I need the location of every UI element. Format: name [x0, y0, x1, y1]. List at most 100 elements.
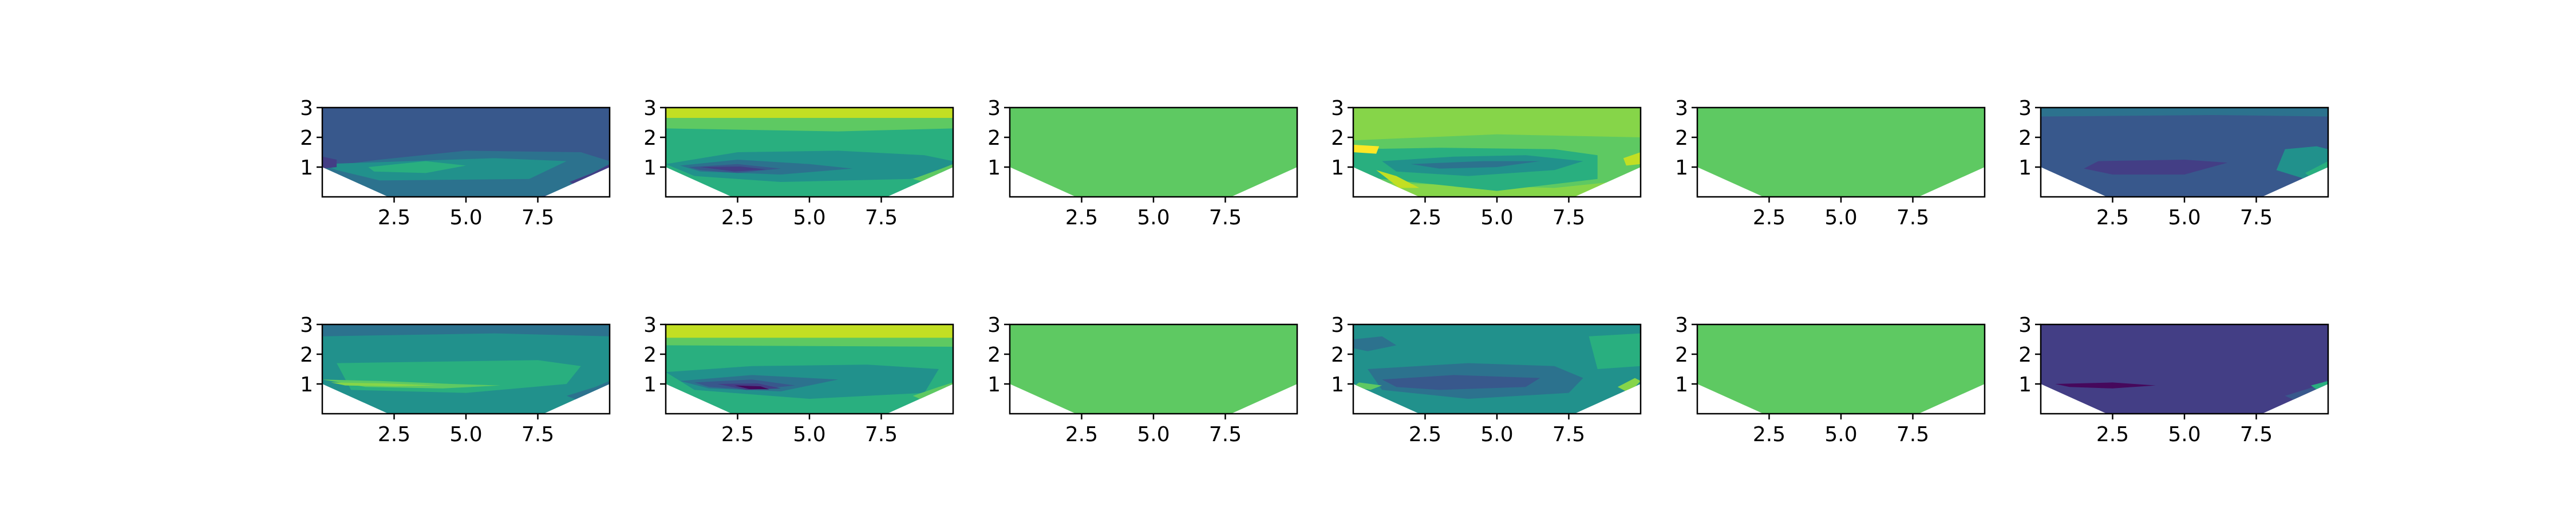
- contour-field: [322, 324, 610, 414]
- y-tick-label: 1: [987, 156, 1001, 180]
- contour-region-4: [1382, 375, 1540, 390]
- x-tick-label: 2.5: [721, 206, 754, 229]
- contour-region-7: [1376, 170, 1420, 188]
- y-tick-label: 3: [300, 97, 313, 120]
- x-tick-label: 5.0: [449, 423, 482, 446]
- y-tick-label: 2: [1331, 126, 1344, 150]
- contour-region-4: [1411, 161, 1540, 169]
- y-tick-label: 2: [2018, 343, 2032, 367]
- contour-region-1: [666, 324, 953, 338]
- contour-field: [322, 108, 610, 197]
- y-tick-label: 1: [1331, 373, 1344, 397]
- contour-region-1: [2041, 108, 2328, 117]
- contour-region-2: [2084, 160, 2228, 175]
- x-tick-label: 5.0: [793, 423, 825, 446]
- x-tick-label: 2.5: [1753, 423, 1785, 446]
- contour-field: [1697, 108, 1985, 197]
- subplot-r2-c5: 2.5 5.0 7.5 1 2 3: [1675, 314, 1986, 446]
- y-tick-label: 2: [643, 343, 657, 367]
- y-tick-label: 3: [987, 314, 1001, 337]
- y-tick-label: 2: [1675, 343, 1688, 367]
- subplot-r1-c1: 2.5 5.0 7.5 1 2 3: [300, 97, 611, 229]
- contour-region-1: [322, 324, 610, 336]
- contour-region-3: [322, 379, 501, 389]
- x-tick-label: 5.0: [1480, 206, 1513, 229]
- x-tick-label: 5.0: [1824, 423, 1857, 446]
- y-tick-label: 1: [300, 373, 313, 397]
- contour-region-4: [331, 382, 437, 387]
- contour-field: [2041, 324, 2328, 414]
- contour-region-1: [2055, 382, 2156, 389]
- x-tick-label: 7.5: [865, 206, 898, 229]
- contour-region-7: [734, 385, 769, 390]
- contour-region-2: [666, 118, 953, 132]
- y-tick-label: 2: [1331, 343, 1344, 367]
- contour-region-5: [1353, 145, 1380, 154]
- x-tick-label: 5.0: [1137, 206, 1170, 229]
- x-tick-label: 5.0: [1137, 423, 1170, 446]
- contour-region-1: [666, 108, 953, 118]
- x-tick-label: 2.5: [2096, 423, 2129, 446]
- x-tick-label: 2.5: [1065, 206, 1098, 229]
- x-tick-label: 2.5: [1065, 423, 1098, 446]
- y-tick-label: 1: [1675, 373, 1688, 397]
- x-tick-label: 7.5: [1209, 423, 1242, 446]
- contour-region-5: [322, 156, 337, 169]
- contour-level-background: [1010, 324, 1297, 414]
- x-tick-label: 7.5: [1552, 423, 1585, 446]
- contour-field: [666, 108, 953, 197]
- y-tick-label: 3: [1675, 314, 1688, 337]
- contour-region-6: [1623, 152, 1641, 166]
- subplot-r2-c4: 2.5 5.0 7.5 1 2 3: [1331, 314, 1642, 446]
- x-tick-label: 7.5: [1897, 423, 1929, 446]
- contour-region-3: [368, 161, 466, 173]
- y-tick-label: 3: [643, 314, 657, 337]
- x-tick-label: 2.5: [1409, 423, 1441, 446]
- x-tick-label: 2.5: [721, 423, 754, 446]
- y-tick-label: 2: [300, 343, 313, 367]
- y-tick-label: 1: [1675, 156, 1688, 180]
- contour-field: [1353, 108, 1641, 197]
- x-tick-label: 5.0: [2168, 423, 2200, 446]
- y-tick-label: 2: [643, 126, 657, 150]
- y-tick-label: 3: [1331, 314, 1344, 337]
- subplot-r1-c5: 2.5 5.0 7.5 1 2 3: [1675, 97, 1986, 229]
- contour-level-background: [1697, 108, 1985, 197]
- x-tick-label: 2.5: [378, 423, 410, 446]
- contour-field: [1010, 108, 1297, 197]
- x-tick-label: 5.0: [2168, 206, 2200, 229]
- subplot-r2-c6: 2.5 5.0 7.5 1 2 3: [2018, 314, 2329, 446]
- contour-region-2: [1353, 336, 1397, 351]
- subplot-r1-c6: 2.5 5.0 7.5 1 2 3: [2018, 97, 2329, 229]
- x-tick-label: 5.0: [1824, 206, 1857, 229]
- y-tick-label: 3: [1331, 97, 1344, 120]
- subplot-r1-c3: 2.5 5.0 7.5 1 2 3: [987, 97, 1298, 229]
- y-tick-label: 3: [1675, 97, 1688, 120]
- x-tick-label: 7.5: [865, 423, 898, 446]
- y-tick-label: 2: [300, 126, 313, 150]
- x-tick-label: 5.0: [1480, 423, 1513, 446]
- y-tick-label: 3: [987, 97, 1001, 120]
- contour-field: [1010, 324, 1297, 414]
- contour-field: [666, 324, 953, 414]
- x-tick-label: 7.5: [2240, 423, 2273, 446]
- y-tick-label: 1: [2018, 156, 2032, 180]
- x-tick-label: 7.5: [1897, 206, 1929, 229]
- y-tick-label: 2: [1675, 126, 1688, 150]
- contour-level-background: [2041, 324, 2328, 414]
- x-tick-label: 7.5: [2240, 206, 2273, 229]
- contour-region-6: [700, 166, 767, 172]
- x-tick-label: 2.5: [1753, 206, 1785, 229]
- y-tick-label: 3: [300, 314, 313, 337]
- contour-region-5: [1617, 378, 1641, 393]
- contour-field: [2041, 108, 2328, 197]
- subplot-r2-c2: 2.5 5.0 7.5 1 2 3: [643, 314, 954, 446]
- subplot-r2-c1: 2.5 5.0 7.5 1 2 3: [300, 314, 611, 446]
- x-tick-label: 5.0: [793, 206, 825, 229]
- x-tick-label: 7.5: [1209, 206, 1242, 229]
- y-tick-label: 3: [2018, 97, 2032, 120]
- y-tick-label: 2: [2018, 126, 2032, 150]
- y-tick-label: 1: [643, 373, 657, 397]
